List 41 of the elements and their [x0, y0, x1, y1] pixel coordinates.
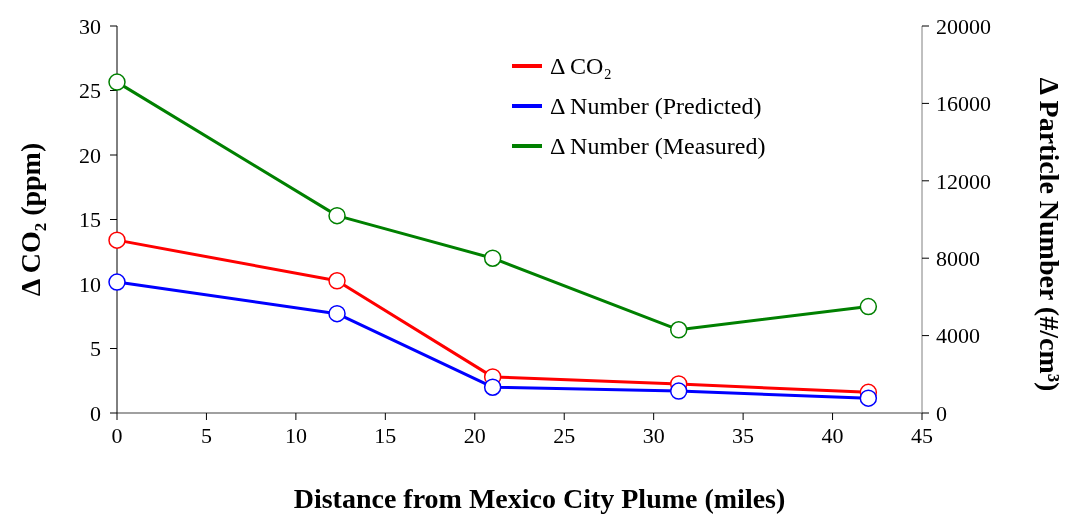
x-tick-label: 20 [463, 423, 486, 448]
y-tick-label: 0 [90, 400, 101, 426]
x-tick-label: 5 [200, 423, 212, 448]
x-tick-label: 35 [732, 423, 755, 448]
y-tick-label: 30 [79, 13, 101, 39]
point [859, 297, 878, 316]
point [328, 304, 346, 323]
y-tick-label: 15 [79, 207, 101, 233]
y-tick-label: 25 [79, 78, 101, 104]
x-axis-title: Distance from Mexico City Plume (miles) [293, 483, 786, 514]
x-tick-label: 40 [821, 423, 844, 448]
point [108, 273, 126, 291]
y2-axis-title: Δ Particle Number (#/cm³) [1034, 77, 1065, 392]
point [108, 73, 126, 91]
y-axis-title: Δ CO₂ (ppm) [15, 142, 46, 297]
x-tick-label: 30 [642, 423, 665, 448]
point [669, 321, 688, 339]
y-tick-label: 10 [79, 271, 101, 297]
x-tick-label: 25 [553, 423, 576, 448]
point [328, 206, 346, 225]
x-tick-label: 10 [284, 423, 307, 448]
legend-label: Δ Number (Predicted) [550, 93, 762, 120]
y2-tick-label: 4000 [936, 323, 980, 349]
point [483, 378, 502, 396]
point [669, 382, 688, 400]
y2-tick-label: 12000 [936, 168, 991, 194]
x-tick-label: 45 [911, 423, 933, 448]
y2-tick-label: 0 [936, 400, 947, 426]
legend-label: Δ Number (Measured) [550, 133, 766, 160]
y2-tick-label: 8000 [936, 245, 980, 271]
y-tick-label: 5 [90, 336, 101, 362]
y-tick-label: 20 [79, 142, 101, 168]
point [859, 389, 878, 407]
x-tick-label: 15 [374, 423, 397, 448]
point [108, 231, 126, 249]
legend-label: Δ CO₂ [550, 53, 612, 80]
y2-tick-label: 20000 [936, 13, 991, 39]
point [483, 249, 502, 267]
x-tick-label: 0 [111, 423, 123, 448]
point [328, 272, 346, 290]
y2-tick-label: 16000 [936, 91, 991, 117]
